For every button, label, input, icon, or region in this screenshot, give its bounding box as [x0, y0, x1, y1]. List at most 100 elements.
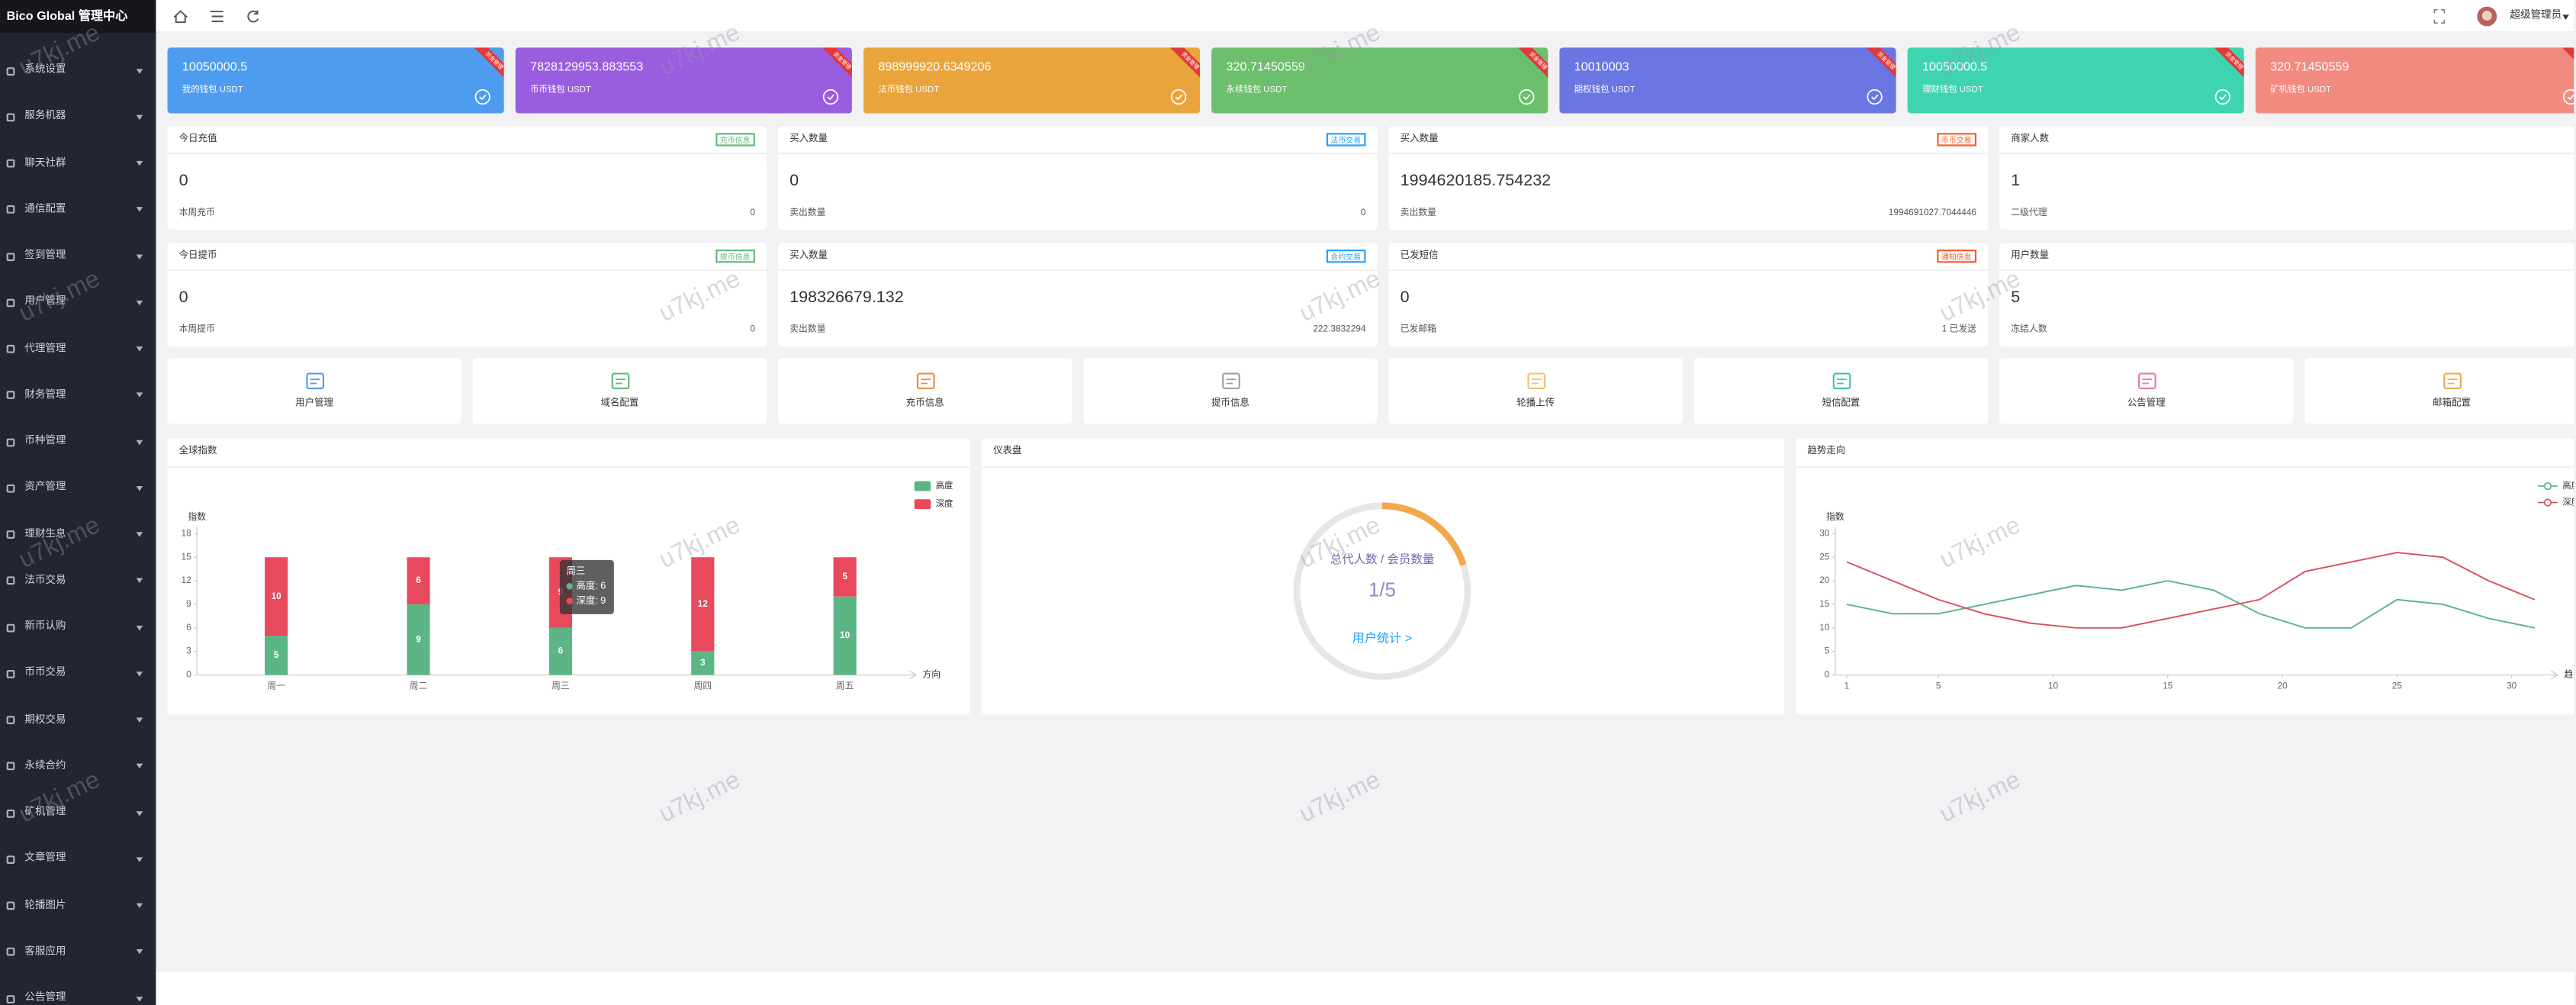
menu-label: 矿机管理 — [24, 806, 66, 818]
menu-item[interactable]: 财务管理 — [0, 384, 156, 407]
shortcut[interactable]: 轮播上传 — [1388, 358, 1683, 424]
shortcut-icon-glyph — [2141, 378, 2152, 385]
stat-sub-label: 冻结人数 — [2011, 325, 2047, 336]
stat-sub-value: 0 — [1360, 208, 1366, 219]
ribbon: 资金管理 — [471, 47, 504, 83]
menu-label: 财务管理 — [24, 388, 66, 401]
gauge-link[interactable]: 用户统计 > — [1352, 631, 1412, 645]
x-tick-label: 30 — [2507, 681, 2517, 691]
wallet-icon-ring — [1171, 89, 1187, 105]
menu-icon[interactable] — [210, 11, 224, 22]
ribbon-wrap: 资金管理 — [468, 47, 504, 83]
wallet-icon — [822, 89, 839, 105]
menu-caret — [136, 903, 143, 909]
user-caret — [2562, 14, 2569, 19]
bar-value-label: 10 — [272, 591, 282, 601]
shortcut-icon-glyph — [1836, 378, 1846, 385]
stat-tag[interactable]: 提币信息 — [715, 250, 755, 263]
y-tick-label: 20 — [1819, 575, 1830, 585]
wallet-icon — [2214, 89, 2230, 105]
y-tick-label: 10 — [1819, 622, 1830, 633]
shortcut[interactable]: 提币信息 — [1083, 358, 1378, 424]
x-tick-label: 周一 — [267, 681, 285, 691]
stat-tag[interactable]: 充币信息 — [715, 133, 755, 147]
ribbon-wrap: 资金管理 — [2208, 47, 2244, 83]
menu-item[interactable]: 客服应用 — [0, 941, 156, 964]
menu-icon — [6, 994, 15, 1003]
stat-divider — [1999, 153, 2574, 155]
home-icon[interactable] — [173, 10, 188, 24]
y-tick-label: 30 — [1819, 528, 1830, 539]
wallet-card[interactable]: 898999920.6349206 法币钱包 USDT 资金管理 — [863, 47, 1201, 114]
menu-item[interactable]: 文章管理 — [0, 848, 156, 871]
stat-card: 买入数量 法币交易 0 卖出数量 0 — [778, 126, 1378, 230]
menu-item[interactable]: 签到管理 — [0, 245, 156, 268]
menu-item[interactable]: 聊天社群 — [0, 152, 156, 175]
wallet-card[interactable]: 10050000.5 我的钱包 USDT 资金管理 — [167, 47, 504, 114]
wallet-card[interactable]: 7828129953.883553 币币钱包 USDT 资金管理 — [515, 47, 852, 114]
menu-caret — [136, 114, 143, 120]
chart-panel: 趋势走向指数趋势051015202530151015202530高度深度 — [1796, 438, 2574, 715]
menu-item[interactable]: 公告管理 — [0, 987, 156, 1005]
menu-item[interactable]: 新币认购 — [0, 616, 156, 639]
stat-sub-value: 0 — [750, 325, 755, 336]
bar-segment — [833, 557, 857, 597]
menu-item[interactable]: 币币交易 — [0, 662, 156, 685]
shortcut[interactable]: 充币信息 — [778, 358, 1073, 424]
chart: 指数方向0369121518周一周二周三周四周五5963101069125高度深… — [182, 480, 954, 691]
stat-tag[interactable]: 合约交易 — [1325, 250, 1366, 263]
menu-caret — [136, 439, 143, 445]
panel-title: 全球指数 — [178, 446, 217, 457]
stat-sub-value: 222.3832294 — [1313, 325, 1366, 336]
menu-caret — [136, 671, 143, 677]
stat-sub-label: 卖出数量 — [1400, 208, 1437, 219]
shortcut[interactable]: 短信配置 — [1693, 358, 1989, 424]
user-name[interactable]: 超级管理员 — [2510, 9, 2562, 21]
menu-item[interactable]: 用户管理 — [0, 291, 156, 314]
wallet-card[interactable]: 320.71450559 矿机钱包 USDT 资金管理 — [2255, 47, 2574, 114]
wallet-card[interactable]: 10050000.5 理财钱包 USDT 资金管理 — [1907, 47, 2244, 114]
y-tick-label: 25 — [1819, 551, 1830, 562]
shortcut[interactable]: 用户管理 — [167, 358, 461, 424]
stat-tag[interactable]: 法币交易 — [1325, 133, 1366, 147]
chart: 总代人数 / 会员数量 1/5 用户统计 > — [1293, 502, 1471, 680]
avatar-face — [2481, 10, 2492, 21]
menu-item[interactable]: 矿机管理 — [0, 801, 156, 824]
legend-label: 深度 — [2562, 497, 2574, 507]
menu-item[interactable]: 永续合约 — [0, 755, 156, 778]
fullscreen-icon[interactable] — [2433, 9, 2446, 24]
wallet-card[interactable]: 320.71450559 永续钱包 USDT 资金管理 — [1211, 47, 1548, 114]
menu-icon — [6, 112, 15, 121]
menu-item[interactable]: 币种管理 — [0, 430, 156, 453]
menu-item[interactable]: 法币交易 — [0, 569, 156, 592]
menu-item[interactable]: 资产管理 — [0, 477, 156, 500]
menu-caret — [136, 68, 143, 73]
stat-card: 今日提币 提币信息 0 本周提币 0 — [167, 243, 767, 347]
menu-icon — [6, 623, 15, 632]
legend-label: 深度 — [936, 498, 954, 509]
bar-segment — [265, 557, 288, 636]
menu-item[interactable]: 期权交易 — [0, 709, 156, 732]
header-icons — [173, 10, 259, 24]
stat-tag[interactable]: 通知信息 — [1936, 250, 1977, 263]
wallet-icon-ring — [822, 89, 839, 105]
wallet-card[interactable]: 10010003 期权钱包 USDT 资金管理 — [1559, 47, 1896, 114]
bar-value-label: 5 — [274, 649, 279, 660]
y-tick-label: 3 — [186, 646, 191, 656]
menu-item[interactable]: 系统设置 — [0, 59, 156, 82]
menu-item[interactable]: 服务机器 — [0, 105, 156, 128]
stat-sub-value: 1 已发送 — [1941, 325, 1977, 336]
shortcut[interactable]: 公告管理 — [1999, 358, 2294, 424]
menu-item[interactable]: 通信配置 — [0, 198, 156, 221]
stat-title: 用户数量 — [2011, 251, 2050, 262]
shortcut-icon-glyph — [1530, 378, 1541, 385]
shortcut[interactable]: 域名配置 — [472, 358, 767, 424]
refresh-icon[interactable] — [247, 10, 259, 23]
menu-item[interactable]: 轮播图片 — [0, 894, 156, 917]
menu-label: 资产管理 — [24, 482, 66, 494]
menu-item[interactable]: 代理管理 — [0, 337, 156, 360]
shortcut[interactable]: 邮箱配置 — [2304, 358, 2574, 424]
stat-tag[interactable]: 币币交易 — [1936, 133, 1977, 147]
menu-item[interactable]: 理财生息 — [0, 523, 156, 546]
